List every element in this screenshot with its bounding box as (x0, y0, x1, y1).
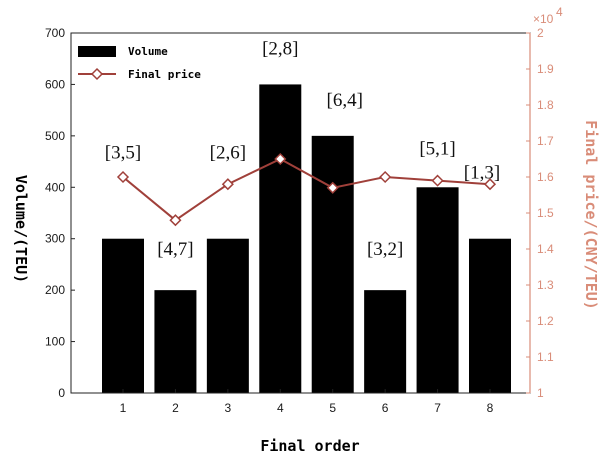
x-tick-label: 1 (120, 401, 127, 415)
y-right-tick-label: 1.1 (537, 350, 554, 364)
bar (469, 238, 511, 393)
x-tick-label: 7 (434, 401, 441, 415)
bar (311, 135, 354, 393)
y-tick-label: 700 (45, 26, 65, 40)
price-point (431, 174, 444, 187)
price-line (122, 157, 491, 222)
bar-label: [1,3] (464, 163, 500, 184)
bar (364, 290, 407, 393)
y-tick-label: 400 (45, 180, 65, 194)
legend: Volume Final price (78, 45, 201, 81)
y-right-tick-label: 1.7 (537, 134, 554, 148)
bar-label: [4,7] (157, 239, 193, 260)
bar (259, 84, 302, 393)
price-point (116, 170, 130, 184)
bar-label: [6,4] (327, 90, 363, 111)
y-tick-label: 100 (45, 335, 65, 349)
price-point (379, 170, 392, 184)
y-right-tick-label: 1.3 (537, 278, 554, 292)
price-point (326, 181, 339, 194)
y-right-tick-label: 1.4 (537, 242, 554, 256)
price-point (221, 178, 234, 191)
x-tick-label: 8 (487, 401, 494, 415)
bar-label: [2,8] (262, 38, 298, 59)
y-right-tick-label: 1 (537, 386, 544, 400)
bar (154, 290, 197, 393)
y-tick-label: 600 (45, 77, 65, 91)
legend-label-final-price: Final price (128, 68, 201, 81)
y-right-tick-label: 1.6 (537, 170, 554, 184)
legend-label-volume: Volume (128, 45, 168, 58)
y-tick-label: 0 (58, 386, 65, 400)
bar-label: [3,5] (105, 143, 141, 164)
x-tick-label: 2 (172, 401, 179, 415)
y-right-tick-label: 1.8 (537, 98, 554, 112)
x-tick-label: 4 (277, 401, 284, 415)
bar (416, 187, 459, 393)
legend-diamond-marker (90, 67, 104, 81)
y-tick-label: 200 (45, 283, 65, 297)
y-axis-right-label: Final price/(CNY/TEU) (582, 120, 600, 310)
y-tick-label: 300 (45, 232, 65, 246)
bar-label: [3,2] (367, 239, 403, 260)
y-right-tick-label: 2 (537, 26, 544, 40)
y-tick-label: 500 (45, 129, 65, 143)
y-axis-label: Volume/(TEU) (12, 175, 30, 283)
bar (102, 238, 144, 393)
bar-label: [2,6] (210, 143, 246, 164)
y-right-tick-label: 1.2 (537, 314, 554, 328)
right-axis-multiplier: ×10 (533, 12, 554, 26)
x-tick-label: 5 (329, 401, 336, 415)
right-axis-exponent: 4 (556, 5, 563, 19)
price-point (169, 214, 182, 227)
price-point (483, 178, 497, 191)
bar-label: [5,1] (419, 138, 455, 159)
x-axis-label: Final order (260, 437, 359, 455)
price-point (274, 152, 287, 166)
y-right-tick-label: 1.9 (537, 62, 554, 76)
legend-bar-swatch (78, 46, 116, 57)
x-tick-label: 6 (382, 401, 389, 415)
bar (206, 238, 249, 393)
x-tick-label: 3 (225, 401, 232, 415)
y-right-tick-label: 1.5 (537, 206, 554, 220)
